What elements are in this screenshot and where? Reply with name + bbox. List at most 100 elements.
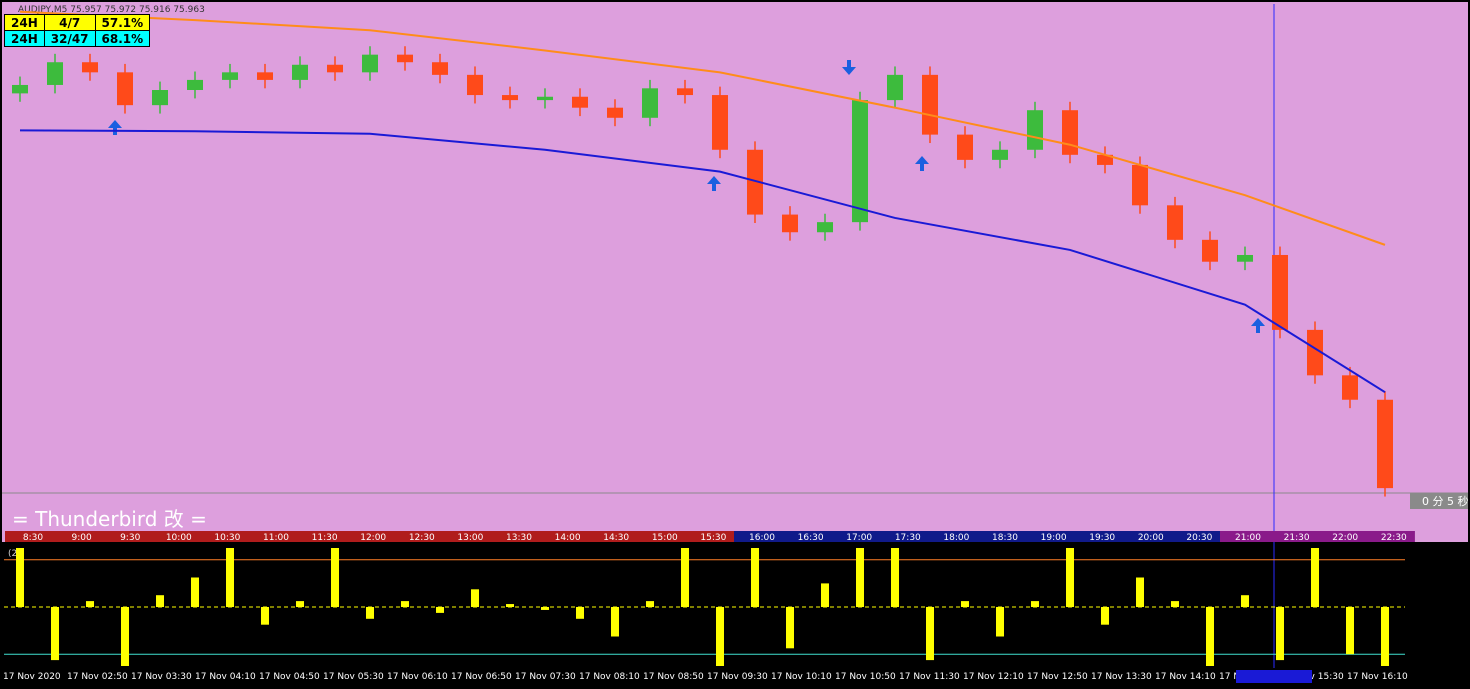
stats-cell: 24H — [4, 14, 45, 31]
date-label: 17 Nov 09:30 — [707, 672, 768, 682]
date-label: 17 Nov 08:10 — [579, 672, 640, 682]
candle-body — [82, 62, 98, 73]
candle-body — [607, 107, 623, 118]
date-label: 17 Nov 04:50 — [259, 672, 320, 682]
time-label: 17:30 — [895, 533, 921, 543]
oscillator-bar — [471, 589, 479, 607]
main-pane — [2, 2, 1468, 542]
time-band — [1220, 531, 1270, 542]
oscillator-bar — [191, 577, 199, 607]
time-band — [102, 531, 152, 542]
date-label: 17 Nov 15:30 — [1283, 672, 1344, 682]
time-band — [734, 531, 784, 542]
oscillator-bar — [681, 548, 689, 607]
header: AUDJPY,M5 75.957 75.972 75.916 75.963 — [18, 5, 205, 15]
stats-cell: 24H — [4, 30, 45, 47]
date-label: 17 Nov 05:30 — [323, 672, 384, 682]
time-label: 9:30 — [120, 533, 140, 543]
oscillator-bar — [821, 583, 829, 607]
oscillator-bar — [121, 607, 129, 666]
date-label: 17 Nov 13:30 — [1091, 672, 1152, 682]
stats-row: 24H 32/47 68.1% — [4, 30, 151, 47]
candle-body — [747, 149, 763, 215]
oscillator-bar — [1066, 548, 1074, 607]
time-band — [1317, 531, 1367, 542]
time-band — [296, 531, 346, 542]
time-band — [782, 531, 832, 542]
time-band — [977, 531, 1027, 542]
time-band — [1171, 531, 1221, 542]
time-band — [1025, 531, 1075, 542]
candle-body — [117, 72, 133, 106]
oscillator-bar — [1241, 595, 1249, 607]
oscillator-bar — [1031, 601, 1039, 607]
candle-body — [222, 72, 238, 80]
time-band — [1365, 531, 1415, 542]
time-band — [588, 531, 638, 542]
time-label: 12:30 — [409, 533, 435, 543]
time-band — [539, 531, 589, 542]
date-label: 17 Nov 11:30 — [899, 672, 960, 682]
candle-body — [1307, 329, 1323, 376]
time-band — [928, 531, 978, 542]
oscillator-bar — [1276, 607, 1284, 661]
oscillator-bar — [961, 601, 969, 607]
time-label: 21:00 — [1235, 533, 1261, 543]
time-label: 11:30 — [312, 533, 338, 543]
oscillator-bar — [1381, 607, 1389, 666]
oscillator-bar — [1206, 607, 1214, 666]
time-label: 14:30 — [603, 533, 629, 543]
time-label: 20:00 — [1138, 533, 1164, 543]
oscillator-bar — [1136, 577, 1144, 607]
moving-average — [19, 129, 1386, 394]
candle-body — [1202, 239, 1218, 262]
oscillator-bar — [296, 601, 304, 607]
time-label: 16:00 — [749, 533, 775, 543]
date-label: 17 Nov 12:50 — [1027, 672, 1088, 682]
time-band — [393, 531, 443, 542]
time-label: 22:30 — [1381, 533, 1407, 543]
time-band — [442, 531, 492, 542]
candle-body — [1062, 110, 1078, 155]
signal-arrow — [707, 176, 721, 191]
candle-body — [152, 90, 168, 106]
candle-body — [1377, 399, 1393, 489]
oscillator-bar — [856, 548, 864, 607]
candle-body — [327, 64, 343, 73]
oscillator-bar — [226, 548, 234, 607]
candle-body — [292, 64, 308, 80]
time-band — [879, 531, 929, 542]
oscillator-bar — [331, 548, 339, 607]
time-label: 15:00 — [652, 533, 678, 543]
time-label: 21:30 — [1284, 533, 1310, 543]
candle-body — [922, 74, 938, 135]
oscillator-bar — [576, 607, 584, 619]
stats-cell: 57.1% — [94, 14, 151, 31]
time-band — [491, 531, 541, 542]
time-band — [150, 531, 200, 542]
candle-body — [362, 54, 378, 73]
oscillator-bar — [996, 607, 1004, 637]
time-label: 10:00 — [166, 533, 192, 543]
oscillator-bar — [646, 601, 654, 607]
date-label: 17 Nov 10:50 — [835, 672, 896, 682]
time-band — [685, 531, 735, 542]
oscillator-bar — [366, 607, 374, 619]
candle-body — [817, 222, 833, 233]
signal-arrow — [915, 156, 929, 171]
oscillator-bar — [1346, 607, 1354, 655]
oscillator-bar — [261, 607, 269, 625]
candle-body — [992, 149, 1008, 160]
stats-cell: 68.1% — [94, 30, 151, 47]
stats-row: 24H 4/7 57.1% — [4, 14, 151, 31]
stats-cell: 4/7 — [43, 14, 96, 31]
oscillator-bar — [1311, 548, 1319, 607]
candle-body — [1027, 110, 1043, 150]
oscillator-bar — [86, 601, 94, 607]
time-label: 20:30 — [1186, 533, 1212, 543]
time-band — [5, 531, 55, 542]
oscillator-bar — [506, 604, 514, 607]
candle-body — [1342, 375, 1358, 400]
time-label: 8:30 — [23, 533, 43, 543]
date-label: 17 Nov 14:10 — [1155, 672, 1216, 682]
